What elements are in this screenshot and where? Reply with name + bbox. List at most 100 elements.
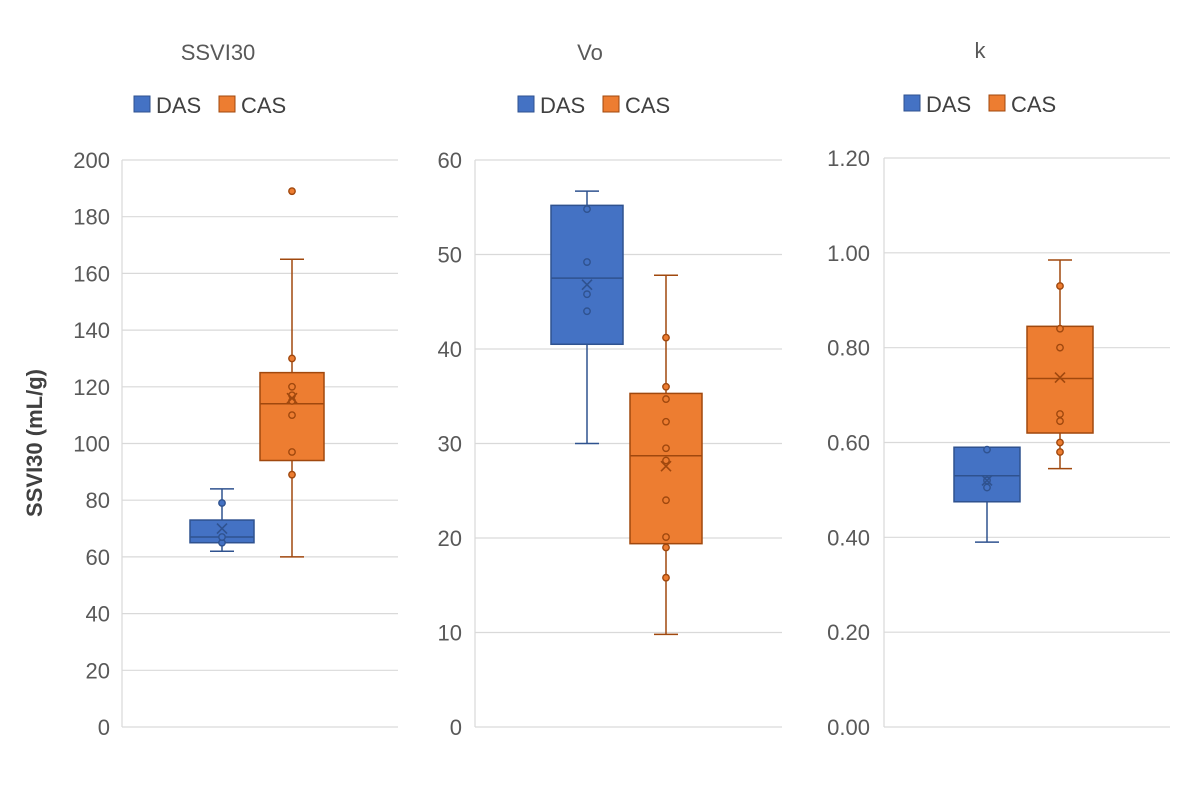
legend-swatch-das (903, 94, 921, 112)
data-point (1056, 343, 1064, 352)
y-tick-label: 0.00 (827, 715, 870, 740)
box-das (189, 488, 255, 552)
data-point (662, 444, 670, 453)
data-point (983, 445, 991, 454)
y-tick-label: 1.20 (827, 146, 870, 171)
legend-label-cas: CAS (1011, 92, 1056, 117)
y-tick-label: 40 (438, 337, 462, 362)
data-point (583, 258, 591, 266)
y-tick-label: 40 (86, 602, 110, 627)
mean-marker-stroke (286, 392, 298, 404)
data-point (1056, 410, 1064, 418)
legend-swatch-cas (988, 94, 1006, 112)
legend: DAS CAS (903, 92, 1056, 117)
data-point (1056, 282, 1064, 290)
y-axis-label: SSVI30 (mL/g) (22, 369, 47, 517)
data-point (662, 573, 670, 582)
mean-marker-stroke (660, 460, 672, 472)
data-point (1056, 417, 1064, 426)
plot-area-2: 0 10 20 30 40 50 60 (438, 148, 782, 740)
mean-marker (581, 279, 593, 291)
data-point (662, 417, 670, 426)
data-point (288, 354, 296, 363)
mean-marker (286, 392, 298, 404)
chart-title: k (975, 38, 987, 63)
legend-label-das: DAS (540, 93, 585, 118)
box-iqr (953, 446, 1021, 503)
box-cas (1026, 259, 1094, 470)
data-point (218, 533, 226, 541)
panel-vo: Vo DAS CAS (517, 40, 670, 118)
mean-marker-stroke (216, 522, 228, 535)
y-tick-label: 180 (73, 205, 110, 230)
data-point (288, 470, 296, 479)
legend-label-das: DAS (156, 93, 201, 118)
y-tick-label: 0.60 (827, 431, 870, 456)
data-point (288, 448, 296, 456)
y-tick-label: 20 (86, 658, 110, 683)
data-point (662, 395, 670, 403)
data-point (662, 382, 670, 391)
data-point (983, 483, 991, 492)
data-point (583, 205, 591, 214)
mean-marker-stroke (581, 279, 593, 291)
y-tick-label: 0 (450, 715, 462, 740)
legend-swatch-cas (602, 95, 620, 113)
data-point (583, 290, 591, 299)
chart-title: SSVI30 (181, 40, 256, 65)
box-iqr (629, 392, 703, 545)
panel-k: k DAS CAS (903, 38, 1056, 117)
y-tick-label: 0.20 (827, 620, 870, 645)
plot-area-1: 0 20 40 60 80 100 120 140 160 180 200 (73, 148, 398, 740)
mean-marker-stroke (1054, 371, 1066, 384)
data-point (1056, 438, 1064, 447)
data-point (662, 333, 670, 342)
mean-marker (660, 460, 672, 472)
data-point (662, 496, 670, 505)
legend-swatch-das (133, 95, 151, 113)
y-tick-label: 160 (73, 261, 110, 286)
y-tick-label: 100 (73, 432, 110, 457)
y-tick-label: 50 (438, 243, 462, 268)
data-point (288, 411, 296, 420)
y-tick-label: 80 (86, 488, 110, 513)
y-tick-label: 0.40 (827, 525, 870, 550)
y-tick-label: 10 (438, 621, 462, 646)
legend-label-cas: CAS (241, 93, 286, 118)
mean-marker (981, 474, 993, 486)
box-cas (259, 187, 325, 558)
box-iqr (550, 204, 624, 346)
plot-areas: 0 20 40 60 80 100 120 140 160 180 200 0 10 20 30 40 50 60… (73, 146, 1170, 740)
y-tick-label: 120 (73, 375, 110, 400)
data-point (662, 456, 670, 465)
data-point (288, 382, 296, 391)
legend-label-cas: CAS (625, 93, 670, 118)
y-tick-label: 0 (98, 715, 110, 740)
legend: DAS CAS (517, 93, 670, 118)
data-point (218, 499, 226, 507)
data-point (288, 187, 296, 196)
y-tick-label: 60 (438, 148, 462, 173)
data-point (1056, 324, 1064, 333)
chart-title: Vo (577, 40, 603, 65)
panel-ssvi30: SSVI30 DAS CAS SSVI30 (mL/g) (22, 40, 286, 517)
box-cas (629, 274, 703, 636)
y-tick-label: 140 (73, 318, 110, 343)
legend: DAS CAS (133, 93, 286, 118)
y-tick-label: 200 (73, 148, 110, 173)
data-point (583, 307, 591, 316)
y-tick-label: 1.00 (827, 241, 870, 266)
y-tick-label: 60 (86, 545, 110, 570)
legend-swatch-das (517, 95, 535, 113)
y-tick-label: 30 (438, 432, 462, 457)
data-point (662, 543, 670, 552)
box-das (953, 445, 1021, 543)
legend-label-das: DAS (926, 92, 971, 117)
data-point (1056, 448, 1064, 456)
box-das (550, 190, 624, 445)
y-tick-label: 20 (438, 526, 462, 551)
legend-swatch-cas (218, 95, 236, 113)
mean-marker (1054, 371, 1066, 384)
y-tick-label: 0.80 (827, 336, 870, 361)
